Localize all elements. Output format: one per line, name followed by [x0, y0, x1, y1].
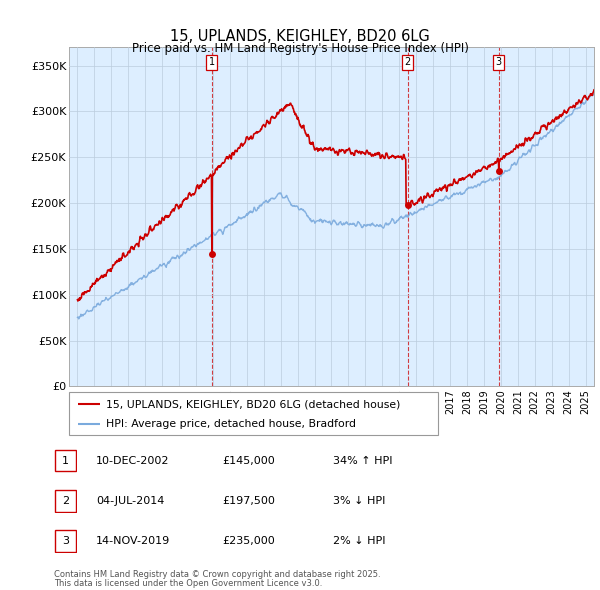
- Text: 14-NOV-2019: 14-NOV-2019: [96, 536, 170, 546]
- Text: 2: 2: [62, 496, 69, 506]
- Text: £197,500: £197,500: [222, 496, 275, 506]
- Text: 1: 1: [209, 57, 215, 67]
- Text: 10-DEC-2002: 10-DEC-2002: [96, 456, 170, 466]
- Text: 2: 2: [404, 57, 411, 67]
- Text: Contains HM Land Registry data © Crown copyright and database right 2025.: Contains HM Land Registry data © Crown c…: [54, 570, 380, 579]
- Text: 1: 1: [62, 456, 69, 466]
- Text: 3: 3: [62, 536, 69, 546]
- Text: 15, UPLANDS, KEIGHLEY, BD20 6LG: 15, UPLANDS, KEIGHLEY, BD20 6LG: [170, 29, 430, 44]
- FancyBboxPatch shape: [55, 450, 76, 471]
- Text: Price paid vs. HM Land Registry's House Price Index (HPI): Price paid vs. HM Land Registry's House …: [131, 42, 469, 55]
- Text: 15, UPLANDS, KEIGHLEY, BD20 6LG (detached house): 15, UPLANDS, KEIGHLEY, BD20 6LG (detache…: [106, 399, 400, 409]
- Text: 34% ↑ HPI: 34% ↑ HPI: [333, 456, 392, 466]
- Text: 2% ↓ HPI: 2% ↓ HPI: [333, 536, 386, 546]
- Text: 04-JUL-2014: 04-JUL-2014: [96, 496, 164, 506]
- Text: £145,000: £145,000: [222, 456, 275, 466]
- Text: £235,000: £235,000: [222, 536, 275, 546]
- FancyBboxPatch shape: [69, 392, 438, 435]
- FancyBboxPatch shape: [55, 490, 76, 512]
- FancyBboxPatch shape: [55, 530, 76, 552]
- Text: 3% ↓ HPI: 3% ↓ HPI: [333, 496, 385, 506]
- Text: 3: 3: [496, 57, 502, 67]
- Text: HPI: Average price, detached house, Bradford: HPI: Average price, detached house, Brad…: [106, 419, 356, 429]
- Text: This data is licensed under the Open Government Licence v3.0.: This data is licensed under the Open Gov…: [54, 579, 322, 588]
